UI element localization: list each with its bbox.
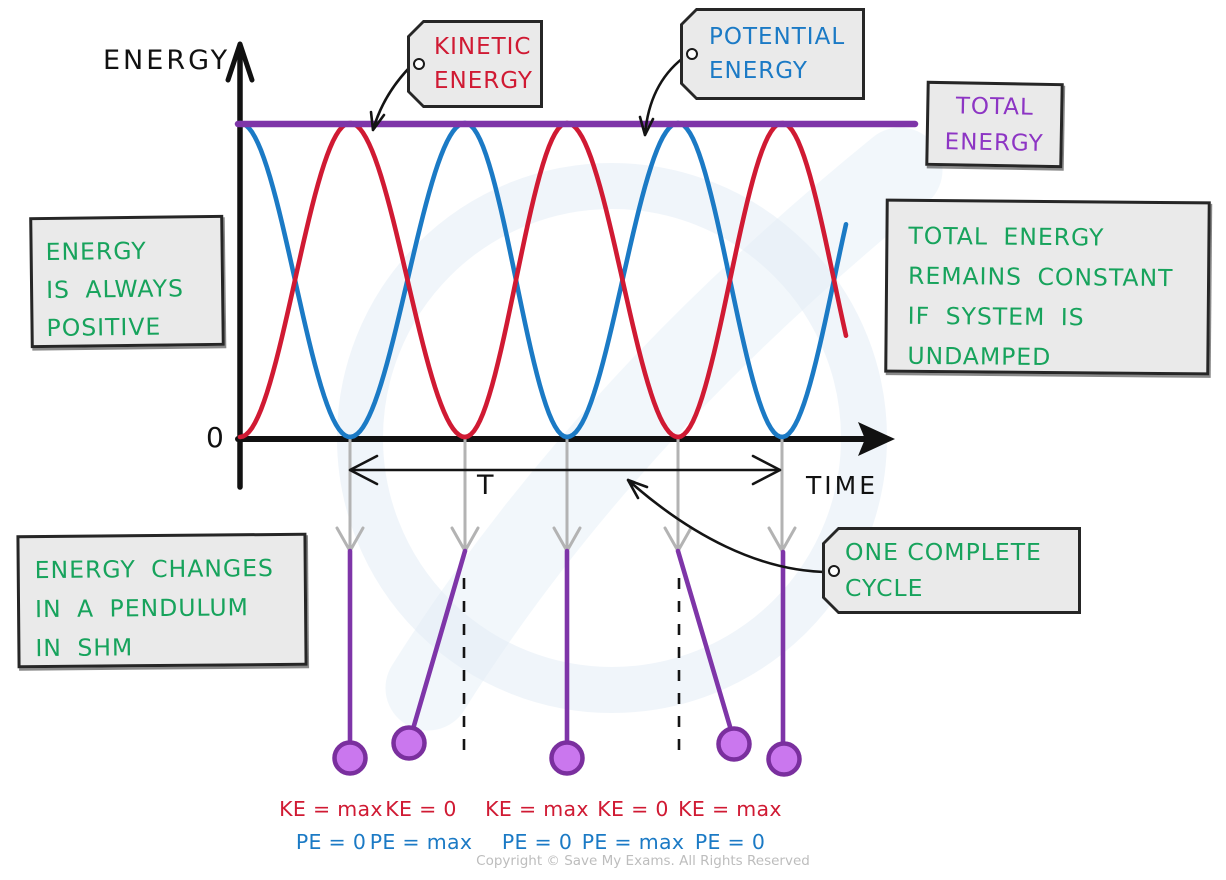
y-axis-arrowhead [225,41,255,83]
total-energy-box-line: ENERGY [944,128,1044,157]
copyright-text: Copyright © Save My Exams. All Rights Re… [476,853,810,869]
x-axis-label: TIME [806,471,879,500]
ke-state-label: KE = max [485,797,589,821]
y-axis-label: ENERGY [103,45,231,76]
watermark-swoosh [385,127,943,731]
total-energy-box-line: TOTAL [955,92,1035,121]
potential-energy-tag-line: POTENTIAL [709,23,846,50]
pe-state-label: PE = 0 [694,830,766,854]
pendulum-rod [675,548,734,733]
note-line: IF SYSTEM IS [907,301,1085,332]
ke-state-label: KE = 0 [385,797,457,821]
origin-label: 0 [206,421,224,454]
pendulum-state: KE = max PE = 0 [276,797,386,854]
kinetic-energy-tag: KINETIC ENERGY [407,20,543,108]
total-energy-box: TOTAL ENERGY [925,80,1064,169]
pendulum-bob [766,741,802,777]
pe-curve [237,120,849,440]
ke-curve [237,120,849,440]
total-constant-note: TOTAL ENERGY REMAINS CONSTANT IF SYSTEM … [884,198,1211,376]
period-arrow [348,454,782,486]
potential-energy-tag-line: ENERGY [709,57,808,84]
equilibrium-dashed-lines [462,578,681,756]
x-axis-arrowhead [858,422,895,456]
pendulum-state: KE = max PE = 0 [482,797,592,854]
note-line: ENERGY CHANGES [34,554,275,585]
pivot-support [335,526,365,553]
tag-hole-icon [686,48,698,60]
pendulum-energy-note: ENERGY CHANGES IN A PENDULUM IN SHM [16,532,308,669]
pendulum-bob [332,740,368,776]
pivot-support [552,526,582,553]
pendulum-rod [410,548,468,732]
pendulums [332,548,802,777]
note-line: REMAINS CONSTANT [907,261,1174,293]
pivot-support [767,526,797,553]
note-line: ENERGY [45,236,147,266]
period-arrow-heads [348,454,782,486]
tag-hole-icon [828,565,840,577]
tag-hole-icon [413,58,425,70]
cycle-markers [348,439,784,551]
pe-state-label: PE = 0 [295,830,367,854]
note-line: IN A PENDULUM [34,593,250,624]
note-line: IS ALWAYS [45,274,185,304]
note-line: POSITIVE [46,312,162,342]
note-line: TOTAL ENERGY [908,221,1105,252]
pendulum-state: KE = 0 PE = max [578,797,688,854]
note-line: IN SHM [35,633,134,663]
pe-state-label: PE = max [581,830,685,854]
pendulum-state: KE = 0 PE = max [366,797,476,854]
ke-state-label: KE = max [678,797,782,821]
cycle-tag-line: CYCLE [845,574,924,602]
pendulum-bob [549,740,585,776]
pivot-support [663,526,693,553]
pendulum-bob [391,725,427,761]
ke-state-label: KE = max [279,797,383,821]
ke-state-label: KE = 0 [597,797,669,821]
kinetic-energy-tag-line: ENERGY [434,67,533,94]
cycle-tag-arrow [626,478,832,574]
kinetic-energy-tag-line: KINETIC [434,33,532,60]
potential-energy-tag: POTENTIAL ENERGY [680,8,865,100]
pivot-support [450,526,480,553]
pendulum-supports [335,526,797,553]
period-label: T [477,470,494,501]
pe-state-label: PE = 0 [501,830,573,854]
note-line: UNDAMPED [907,341,1052,372]
one-complete-cycle-tag: ONE COMPLETE CYCLE [822,527,1081,614]
pe-state-label: PE = max [369,830,473,854]
pendulum-bob [716,726,752,762]
energy-positive-note: ENERGY IS ALWAYS POSITIVE [29,214,225,349]
cycle-tag-line: ONE COMPLETE [845,537,1042,566]
pendulum-state: KE = max PE = 0 [675,797,785,854]
